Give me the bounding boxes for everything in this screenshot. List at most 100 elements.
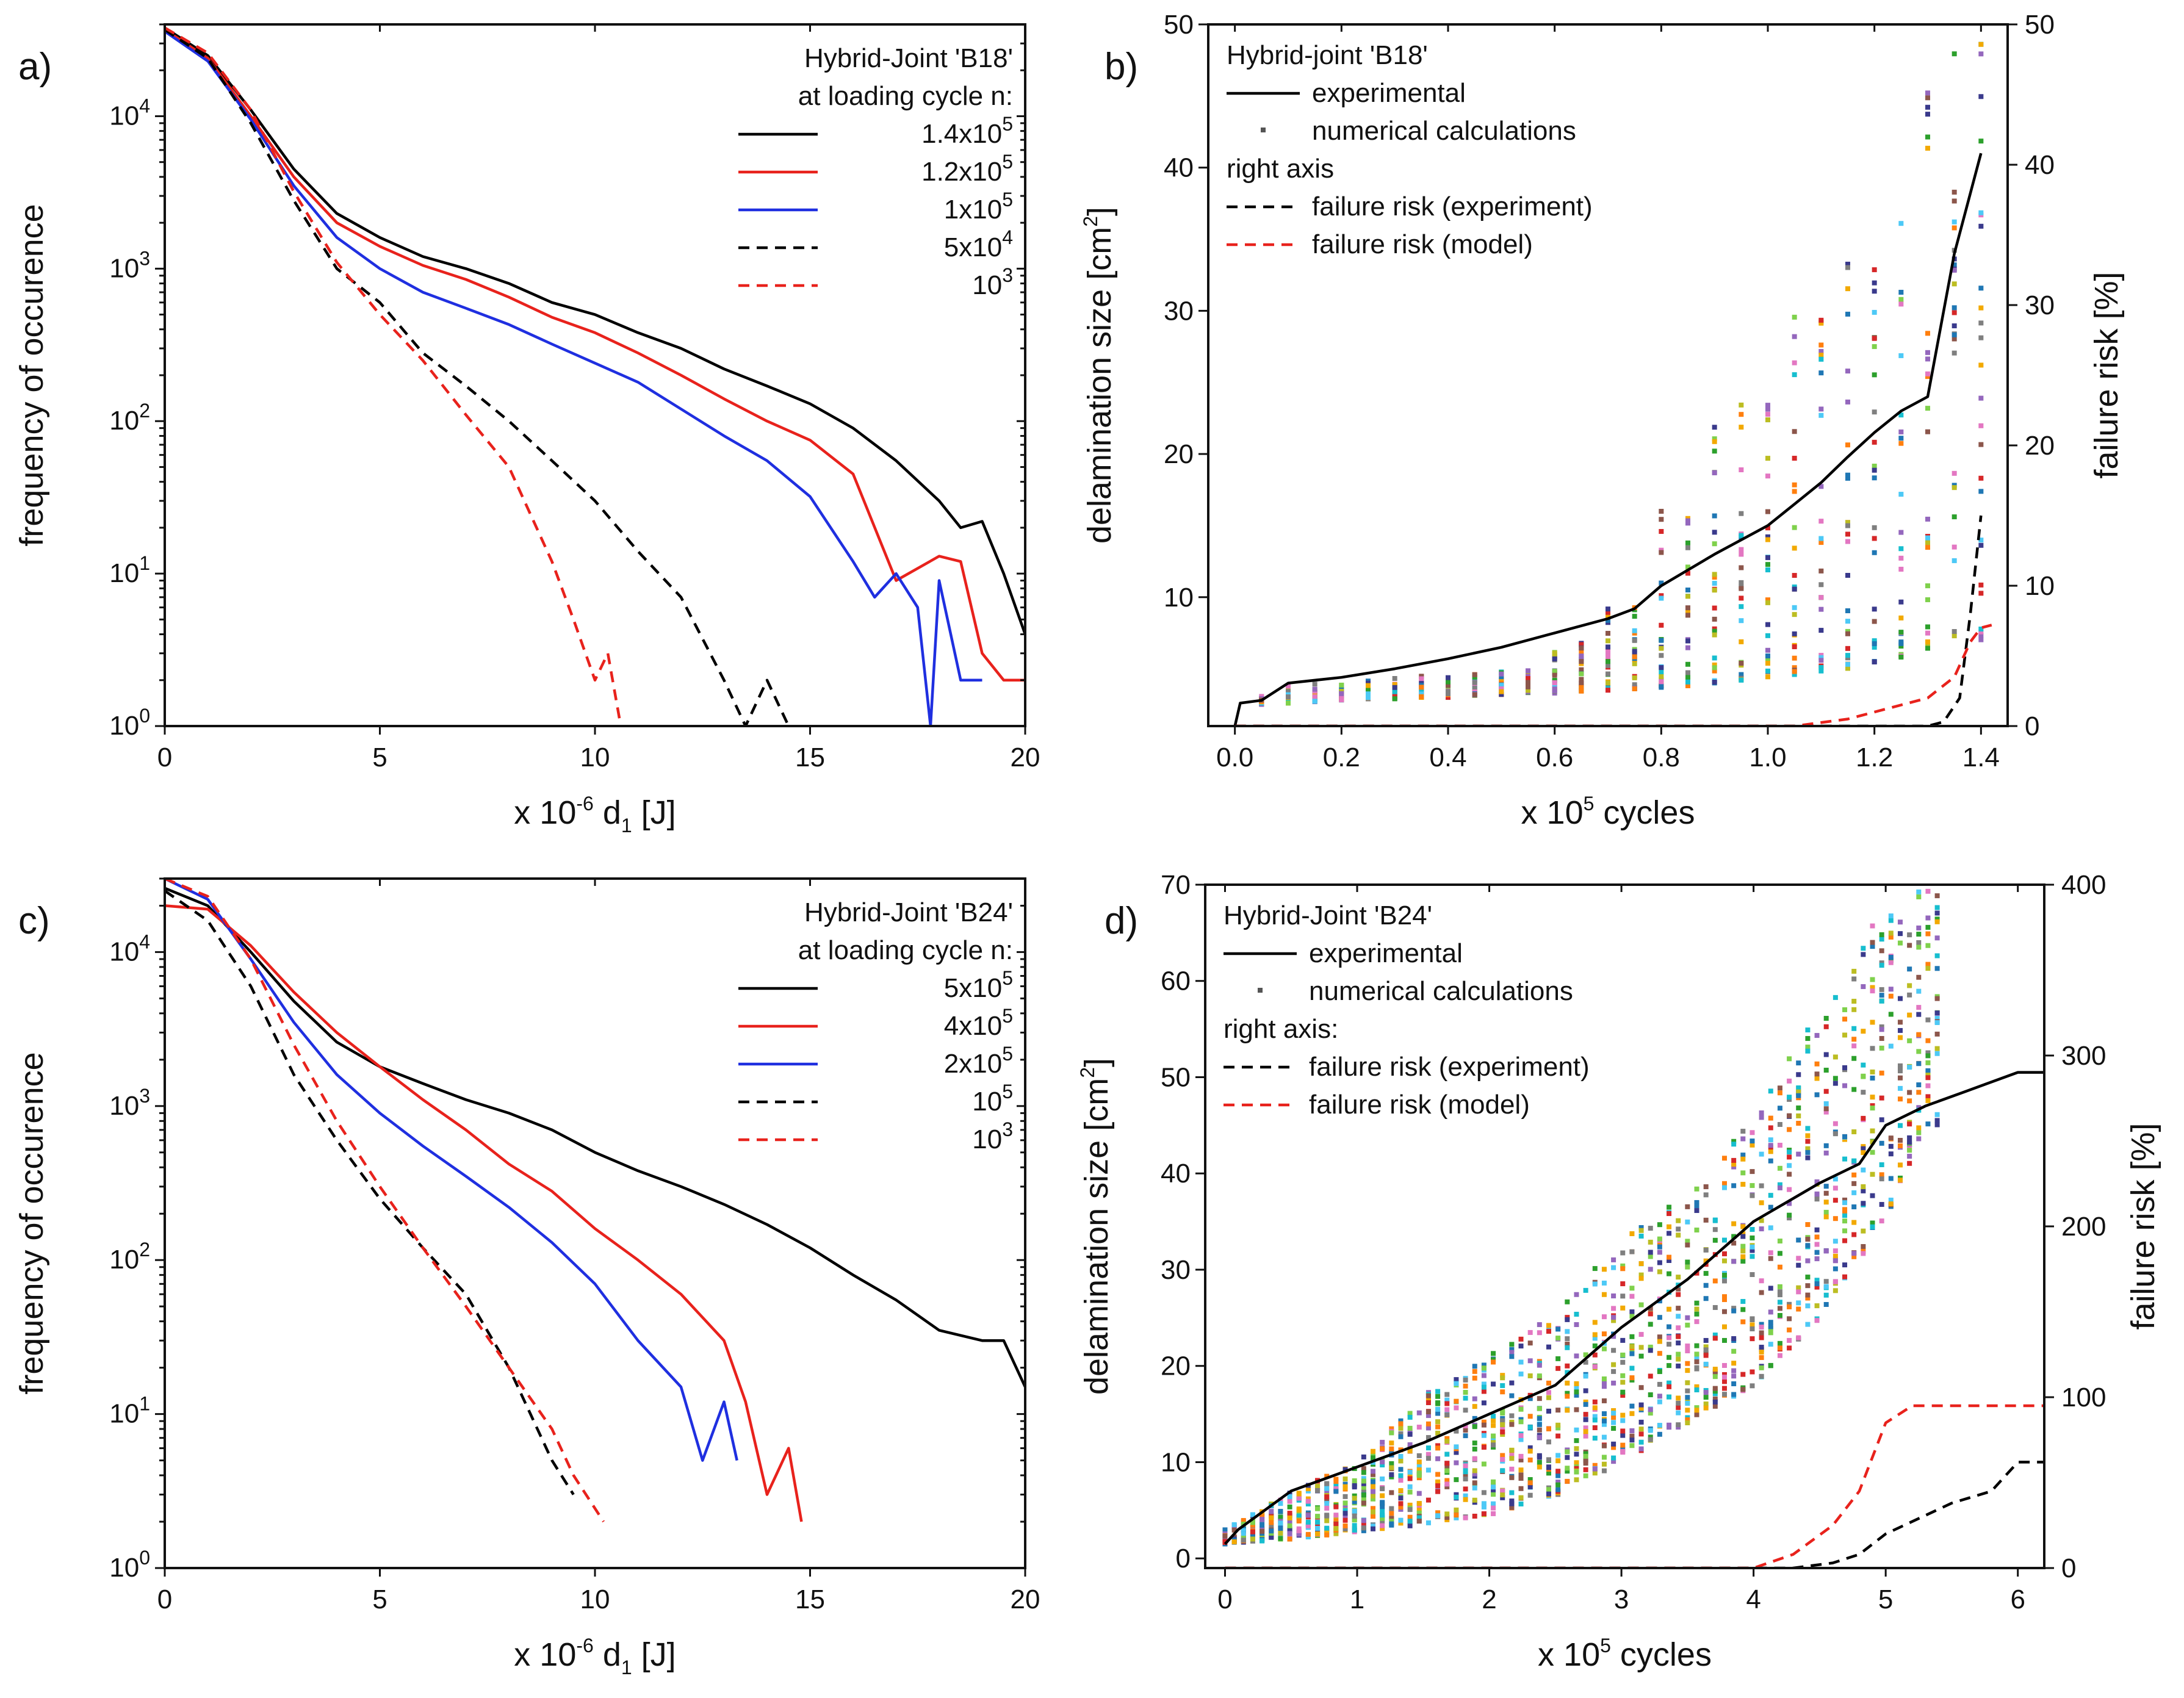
scatter-point [1371, 1506, 1375, 1511]
scatter-point [1792, 482, 1797, 487]
scatter-point [1925, 888, 1931, 894]
scatter-point [1620, 1428, 1626, 1434]
scatter-point [1657, 1269, 1662, 1275]
scatter-point [1879, 948, 1884, 954]
scatter-point [1750, 1139, 1755, 1144]
scatter-point [1796, 1151, 1801, 1157]
scatter-point [1898, 297, 1904, 302]
scatter-point [1392, 676, 1397, 682]
scatter-point [1537, 1322, 1542, 1328]
scatter-point [1398, 1505, 1404, 1510]
scatter-point [1555, 1422, 1561, 1428]
x-tick-label: 20 [1011, 743, 1040, 772]
scatter-point [1333, 1478, 1339, 1484]
scatter-point [1978, 94, 1984, 99]
scatter-point [1712, 541, 1717, 547]
scatter-point [1750, 1227, 1755, 1232]
legend-marker-numerical [1261, 128, 1266, 132]
panel-label: d) [1105, 900, 1138, 942]
scatter-point [1898, 301, 1904, 307]
scatter-point [1740, 1136, 1746, 1142]
scatter-point [1916, 1049, 1922, 1054]
scatter-point [1463, 1383, 1468, 1389]
scatter-point [1463, 1377, 1468, 1383]
plot-frame-0 [164, 23, 1026, 727]
scatter-point [1592, 1336, 1598, 1341]
scatter-point [1287, 1527, 1292, 1532]
series-line [165, 28, 790, 726]
scatter-point [1509, 1490, 1515, 1495]
scatter-point [1842, 1274, 1848, 1279]
scatter-point [1659, 674, 1664, 680]
scatter-point [1287, 1498, 1292, 1504]
scatter-point [1287, 1523, 1292, 1528]
scatter-point [1500, 1453, 1505, 1458]
scatter-point [1796, 1256, 1801, 1261]
scatter-point [1380, 1513, 1385, 1518]
scatter-point [1978, 626, 1984, 631]
scatter-point [1814, 1234, 1820, 1240]
scatter-point [1611, 1265, 1616, 1270]
scatter-point [1583, 1458, 1588, 1464]
scatter-point [1818, 349, 1824, 354]
scatter-point [1676, 1232, 1681, 1238]
scatter-point [1305, 1486, 1311, 1492]
scatter-point [1659, 509, 1664, 514]
scatter-point [1491, 1505, 1496, 1511]
scatter-point [1818, 356, 1824, 362]
scatter-point [1657, 1222, 1662, 1228]
scatter-point [1392, 685, 1397, 690]
scatter-point [1818, 320, 1824, 326]
scatter-point [1872, 309, 1877, 315]
scatter-point [1925, 535, 1930, 541]
scatter-point [1638, 1419, 1644, 1425]
y-tick-label: 100 [109, 1547, 150, 1583]
scatter-point [1444, 1436, 1450, 1441]
scatter-point [1315, 1488, 1321, 1493]
scatter-point [1851, 1190, 1857, 1195]
scatter-point [1818, 658, 1824, 663]
scatter-point [1842, 1134, 1848, 1139]
scatter-point [1952, 633, 1957, 639]
scatter-point [1579, 677, 1584, 682]
scatter-point [1740, 1372, 1746, 1377]
scatter-point [1392, 682, 1397, 688]
scatter-point [1632, 628, 1637, 633]
scatter-point [1565, 1342, 1570, 1347]
scatter-point [1407, 1431, 1413, 1437]
scatter-point [1425, 1413, 1431, 1419]
scatter-point [1712, 1367, 1718, 1372]
scatter-point [1703, 1390, 1709, 1395]
scatter-point [1934, 966, 1940, 971]
scatter-point [1435, 1510, 1441, 1516]
x-tick-label: 20 [1011, 1585, 1040, 1614]
scatter-point [1526, 688, 1530, 693]
scatter-point [1407, 1502, 1413, 1508]
scatter-point [1842, 1016, 1848, 1022]
scatter-point [1555, 1487, 1561, 1492]
scatter-point [1454, 1381, 1459, 1386]
scatter-point [1787, 1154, 1792, 1160]
y-tick-label: 40 [1161, 1159, 1191, 1189]
scatter-point [1765, 537, 1770, 542]
scatter-point [1833, 1288, 1838, 1293]
scatter-point [1629, 1334, 1635, 1339]
scatter-point [1552, 677, 1557, 683]
scatter-point [1361, 1500, 1366, 1506]
scatter-point [1703, 1247, 1709, 1253]
scatter-point [1371, 1526, 1375, 1531]
scatter-point [1606, 606, 1610, 612]
scatter-point [1638, 1332, 1644, 1337]
scatter-point [1657, 1431, 1662, 1437]
y2-tick-label: 400 [2061, 870, 2106, 900]
scatter-point [1731, 1142, 1737, 1147]
scatter-point [1925, 429, 1930, 434]
scatter-point [1907, 1038, 1912, 1043]
scatter-point [1685, 1380, 1690, 1386]
scatter-point [1565, 1370, 1570, 1375]
scatter-point [1861, 1115, 1866, 1121]
scatter-point [1792, 372, 1797, 378]
scatter-point [1842, 1262, 1848, 1268]
scatter-point [1694, 1359, 1699, 1364]
scatter-point [1361, 1486, 1366, 1491]
